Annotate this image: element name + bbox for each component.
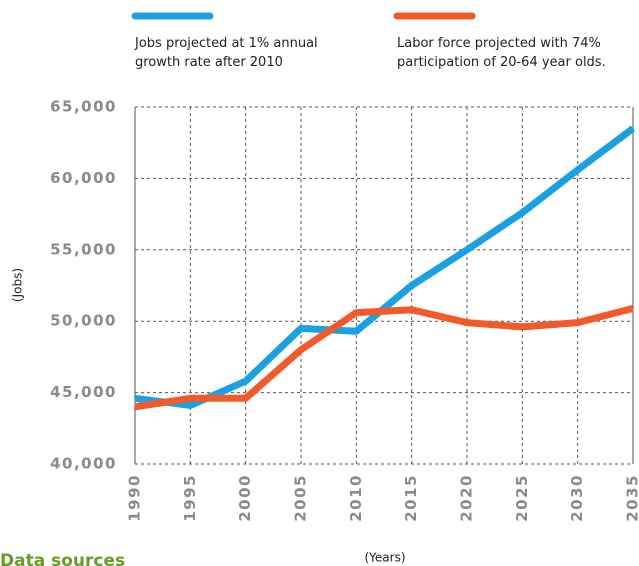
x-tick-label: 2030 — [568, 474, 586, 522]
x-tick-label: 2015 — [402, 474, 420, 522]
x-tick-label: 1995 — [181, 474, 199, 522]
x-tick-label: 2005 — [292, 474, 310, 522]
x-tick-label: 2010 — [347, 474, 365, 522]
y-axis-label: (Jobs) — [11, 268, 25, 302]
legend-label: Jobs projected at 1% annual growth rate … — [135, 36, 318, 70]
y-tick-label: 50,000 — [50, 312, 117, 330]
x-tick-label: 2035 — [624, 474, 639, 522]
x-axis-label: (Years) — [364, 551, 405, 565]
x-tick-label: 2000 — [236, 474, 254, 522]
y-tick-label: 55,000 — [50, 240, 117, 258]
series-line — [134, 125, 636, 409]
y-tick-label: 60,000 — [50, 169, 117, 187]
x-tick-label: 2025 — [513, 474, 531, 522]
y-tick-label: 45,000 — [50, 383, 117, 401]
y-tick-label: 65,000 — [50, 98, 117, 116]
x-tick-label: 2020 — [458, 474, 476, 522]
x-tick-label: 1990 — [126, 474, 144, 522]
y-tick-label: 40,000 — [50, 455, 117, 473]
footer: Data sources — [0, 551, 125, 566]
series-line — [134, 304, 634, 411]
legend-label: Labor force projected with 74% participa… — [397, 36, 606, 70]
